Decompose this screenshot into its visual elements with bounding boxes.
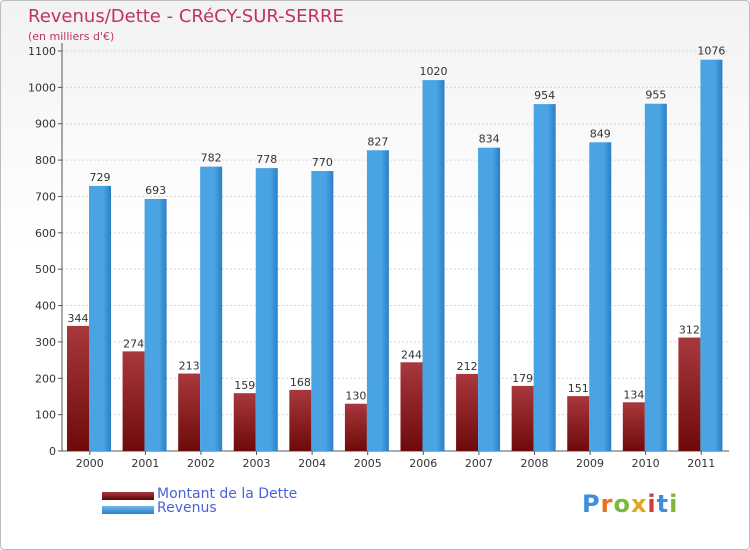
- data-label-dette-2006: 244: [401, 348, 422, 361]
- x-tick-label-2005: 2005: [354, 457, 382, 470]
- y-tick-label: 600: [35, 227, 56, 240]
- data-label-revenus-2002: 782: [201, 152, 222, 165]
- x-tick-label-2011: 2011: [687, 457, 715, 470]
- data-label-revenus-2006: 1020: [420, 65, 448, 78]
- bar-revenus-2011: [700, 59, 723, 452]
- data-label-dette-2008: 179: [512, 372, 533, 385]
- x-tick-label-2001: 2001: [131, 457, 159, 470]
- chart-subtitle: (en milliers d'€): [28, 30, 115, 43]
- bar-dette-2002: [178, 373, 201, 451]
- bar-dette-2004: [289, 389, 312, 451]
- x-tick-label-2009: 2009: [576, 457, 604, 470]
- legend-label-revenus: Revenus: [157, 500, 217, 516]
- y-tick-label: 800: [35, 154, 56, 167]
- bar-dette-2010: [622, 402, 645, 451]
- bar-revenus-2000: [89, 185, 111, 451]
- bar-revenus-2003: [255, 168, 278, 451]
- chart-title: Revenus/Dette - CRéCY-SUR-SERRE: [28, 6, 344, 27]
- legend-swatch-revenus: [102, 506, 154, 514]
- y-tick-label: 700: [35, 190, 56, 203]
- y-tick-label: 900: [35, 118, 56, 131]
- y-tick-label: 300: [35, 336, 56, 349]
- bar-revenus-2004: [311, 171, 334, 451]
- data-label-dette-2005: 130: [345, 390, 366, 403]
- bar-revenus-2005: [366, 150, 389, 452]
- data-label-revenus-2001: 693: [145, 184, 166, 197]
- logo-letter: t: [656, 490, 670, 518]
- bar-revenus-2006: [422, 80, 445, 451]
- data-label-revenus-2007: 834: [479, 133, 500, 146]
- y-tick-label: 400: [35, 300, 56, 313]
- logo-letter: i: [669, 490, 679, 518]
- bar-dette-2000: [67, 325, 89, 451]
- bar-dette-2006: [400, 362, 423, 451]
- data-label-revenus-2008: 954: [534, 89, 555, 102]
- data-label-dette-2011: 312: [679, 324, 700, 337]
- y-tick-label: 1000: [28, 81, 56, 94]
- data-label-revenus-2011: 1076: [697, 45, 725, 58]
- x-tick-label-2004: 2004: [298, 457, 326, 470]
- x-tick-label-2010: 2010: [632, 457, 660, 470]
- data-label-revenus-2009: 849: [590, 127, 611, 140]
- logo-letter: P: [582, 490, 601, 518]
- bar-dette-2001: [122, 351, 145, 451]
- data-label-dette-2009: 151: [568, 382, 589, 395]
- bar-revenus-2007: [478, 147, 501, 451]
- logo-letter: o: [613, 490, 631, 518]
- bar-dette-2005: [344, 403, 367, 451]
- bar-revenus-2001: [144, 199, 167, 451]
- y-tick-label: 500: [35, 263, 56, 276]
- legend-swatch-dette: [102, 492, 154, 500]
- data-label-revenus-2003: 778: [256, 153, 277, 166]
- x-tick-label-2006: 2006: [409, 457, 437, 470]
- bar-revenus-2009: [589, 142, 612, 452]
- x-tick-label-2007: 2007: [465, 457, 493, 470]
- bar-revenus-2008: [533, 104, 556, 451]
- data-label-revenus-2004: 770: [312, 156, 333, 169]
- logo-letter: x: [630, 490, 648, 518]
- data-label-dette-2002: 213: [179, 360, 200, 373]
- data-label-revenus-2005: 827: [367, 135, 388, 148]
- bar-dette-2009: [567, 396, 590, 451]
- data-label-dette-2000: 344: [68, 312, 89, 325]
- x-tick-label-2003: 2003: [243, 457, 271, 470]
- bar-dette-2003: [233, 393, 256, 451]
- y-tick-label: 0: [49, 445, 56, 458]
- x-tick-label-2002: 2002: [187, 457, 215, 470]
- data-label-revenus-2000: 729: [90, 171, 111, 184]
- data-label-dette-2001: 274: [123, 337, 144, 350]
- data-label-dette-2004: 168: [290, 376, 311, 389]
- x-tick-label-2008: 2008: [520, 457, 548, 470]
- bar-dette-2011: [678, 337, 701, 451]
- y-tick-label: 1100: [28, 45, 56, 58]
- data-label-dette-2003: 159: [234, 379, 255, 392]
- bar-dette-2008: [511, 385, 534, 451]
- data-label-dette-2010: 134: [623, 388, 644, 401]
- bar-revenus-2002: [200, 166, 223, 452]
- proxiti-logo: Proxiti: [582, 490, 678, 518]
- data-label-revenus-2010: 955: [645, 89, 666, 102]
- logo-letter: r: [600, 490, 614, 518]
- bar-dette-2007: [456, 373, 479, 451]
- data-label-dette-2007: 212: [457, 360, 478, 373]
- x-tick-label-2000: 2000: [76, 457, 104, 470]
- legend-label-dette: Montant de la Dette: [157, 486, 298, 502]
- logo-letter: i: [647, 490, 657, 518]
- bar-revenus-2010: [644, 103, 667, 452]
- y-tick-label: 200: [35, 372, 56, 385]
- y-tick-label: 100: [35, 409, 56, 422]
